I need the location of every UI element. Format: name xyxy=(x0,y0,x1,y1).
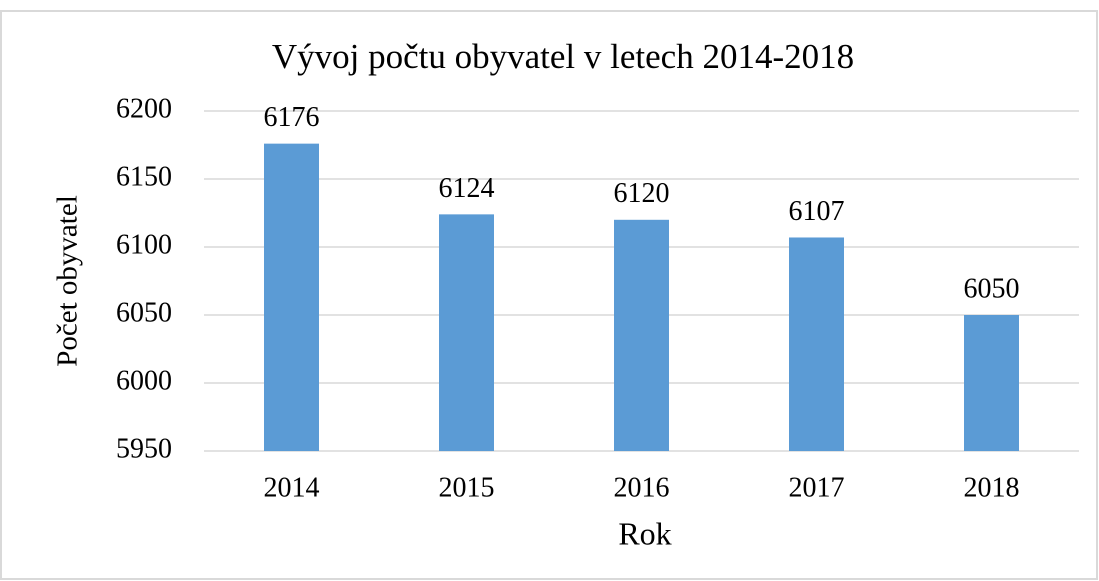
bar xyxy=(264,143,319,451)
x-tick-label: 2018 xyxy=(964,472,1020,503)
x-tick-label: 2017 xyxy=(789,472,845,503)
y-tick-label: 6000 xyxy=(116,365,172,396)
x-axis-title: Rok xyxy=(618,515,671,551)
y-tick-label: 6200 xyxy=(116,93,172,124)
data-label: 6050 xyxy=(964,273,1020,304)
x-tick-label: 2015 xyxy=(439,472,495,503)
y-tick-label: 6050 xyxy=(116,297,172,328)
y-tick-label: 5950 xyxy=(116,433,172,464)
y-tick-label: 6100 xyxy=(116,229,172,260)
bar xyxy=(614,219,669,451)
data-label: 6107 xyxy=(789,196,845,227)
bar xyxy=(439,214,494,451)
chart-border xyxy=(0,10,1098,580)
data-label: 6120 xyxy=(614,178,670,209)
y-axis-title: Počet obyvatel xyxy=(52,195,84,367)
data-label: 6124 xyxy=(439,173,495,204)
x-tick-label: 2016 xyxy=(614,472,670,503)
data-label: 6176 xyxy=(264,102,320,133)
x-tick-label: 2014 xyxy=(264,472,320,503)
bar xyxy=(789,237,844,451)
chart-title: Vývoj počtu obyvatel v letech 2014-2018 xyxy=(272,37,854,76)
y-tick-label: 6150 xyxy=(116,161,172,192)
bar xyxy=(964,315,1019,451)
